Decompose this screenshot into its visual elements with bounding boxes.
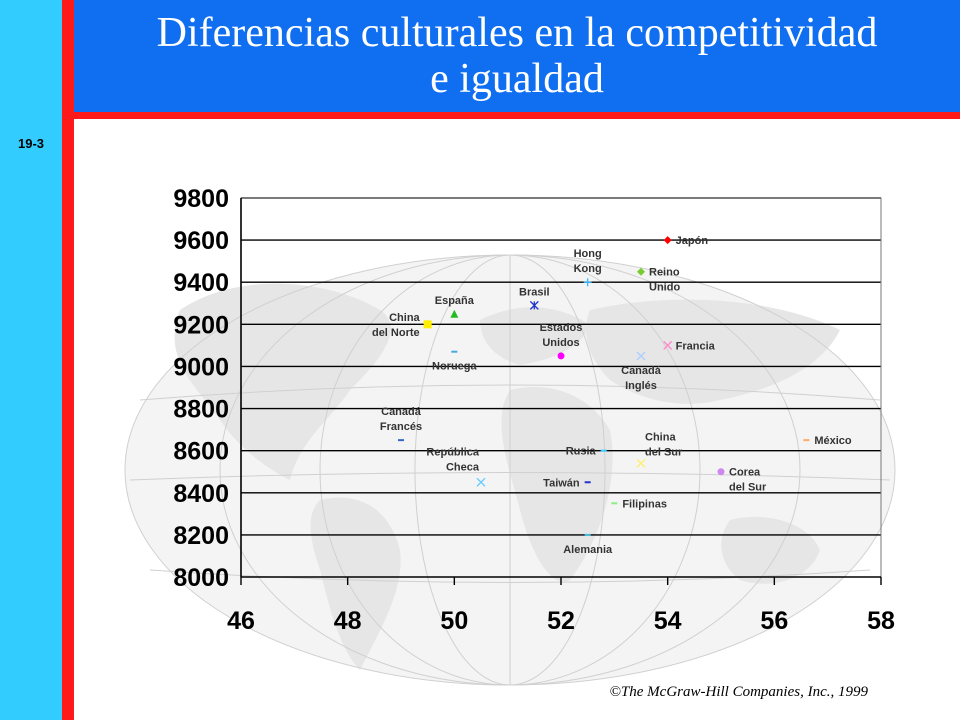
y-tick-label: 8800 (173, 396, 229, 424)
point-label: Corea del Sur (729, 467, 767, 494)
point-label: República Checa (426, 446, 479, 473)
point-label: Reino Unido (649, 267, 680, 294)
copyright-notice: ©The McGraw-Hill Companies, Inc., 1999 (609, 684, 868, 700)
y-tick-label: 9000 (173, 353, 229, 381)
y-tick-label: 8200 (173, 522, 229, 550)
slide-title: Diferencias culturales en la competitivi… (74, 10, 960, 102)
data-point (636, 351, 646, 361)
data-point (450, 309, 459, 318)
y-tick-label: 9200 (173, 311, 229, 339)
data-point (636, 458, 646, 468)
title-header (74, 0, 960, 112)
point-label: Canadá Inglés (621, 365, 662, 392)
point-label: China del Norte (372, 312, 421, 339)
y-tick-labels: 8000 8200 8400 8600 8800 9000 9200 9400 9600 9800 (173, 185, 229, 592)
point-label: China del Sur (645, 431, 683, 458)
title-line-1: Diferencias culturales en la competitivi… (156, 10, 878, 56)
point-label: Estados Unidos (540, 322, 583, 349)
point-label: Francia (676, 340, 716, 352)
data-point (423, 320, 432, 329)
x-tick-label: 54 (654, 607, 682, 635)
y-tick-label: 8600 (173, 438, 229, 466)
point-label: Alemania (563, 544, 613, 556)
x-tick-label: 52 (547, 607, 575, 635)
point-label: Japón (676, 235, 709, 247)
plot-frame (240, 197, 882, 578)
point-label: Brasil (519, 286, 550, 298)
x-tick-label: 50 (440, 607, 468, 635)
red-accent-strip (62, 0, 74, 720)
data-point (476, 477, 486, 487)
x-tick-label: 46 (227, 607, 255, 635)
data-point (717, 468, 725, 476)
x-tick-labels: 46 48 50 52 54 56 58 (227, 607, 895, 635)
chart-axes (240, 197, 882, 585)
point-label: España (435, 295, 475, 307)
data-point (637, 267, 645, 276)
data-point (663, 340, 673, 350)
point-label: México (814, 435, 852, 447)
slide-number: 19-3 (18, 136, 45, 151)
point-label: Taiwán (543, 477, 580, 489)
x-tick-label: 56 (760, 607, 788, 635)
title-line-2: e igualdad (430, 56, 604, 102)
data-point (663, 236, 672, 245)
data-point (529, 300, 539, 310)
left-color-bar (0, 0, 62, 720)
y-tick-label: 9800 (173, 185, 229, 213)
point-label: Filipinas (622, 498, 667, 510)
y-tick-label: 8400 (173, 480, 229, 508)
x-tick-label: 48 (334, 607, 362, 635)
point-label: Hong Kong (574, 248, 602, 275)
point-label: Rusia (566, 446, 597, 458)
y-tick-label: 9600 (173, 227, 229, 255)
data-points (398, 236, 810, 536)
point-labels: Japón Hong Kong Reino Unido Brasil España China… (372, 235, 852, 556)
y-tick-label: 9400 (173, 269, 229, 297)
data-point (557, 352, 565, 360)
header-underline (74, 112, 960, 119)
y-tick-label: 8000 (173, 564, 229, 592)
point-label: Noruega (432, 361, 478, 373)
point-label: Canadá Francés (380, 406, 422, 433)
data-point (583, 278, 592, 287)
x-tick-label: 58 (867, 607, 895, 635)
